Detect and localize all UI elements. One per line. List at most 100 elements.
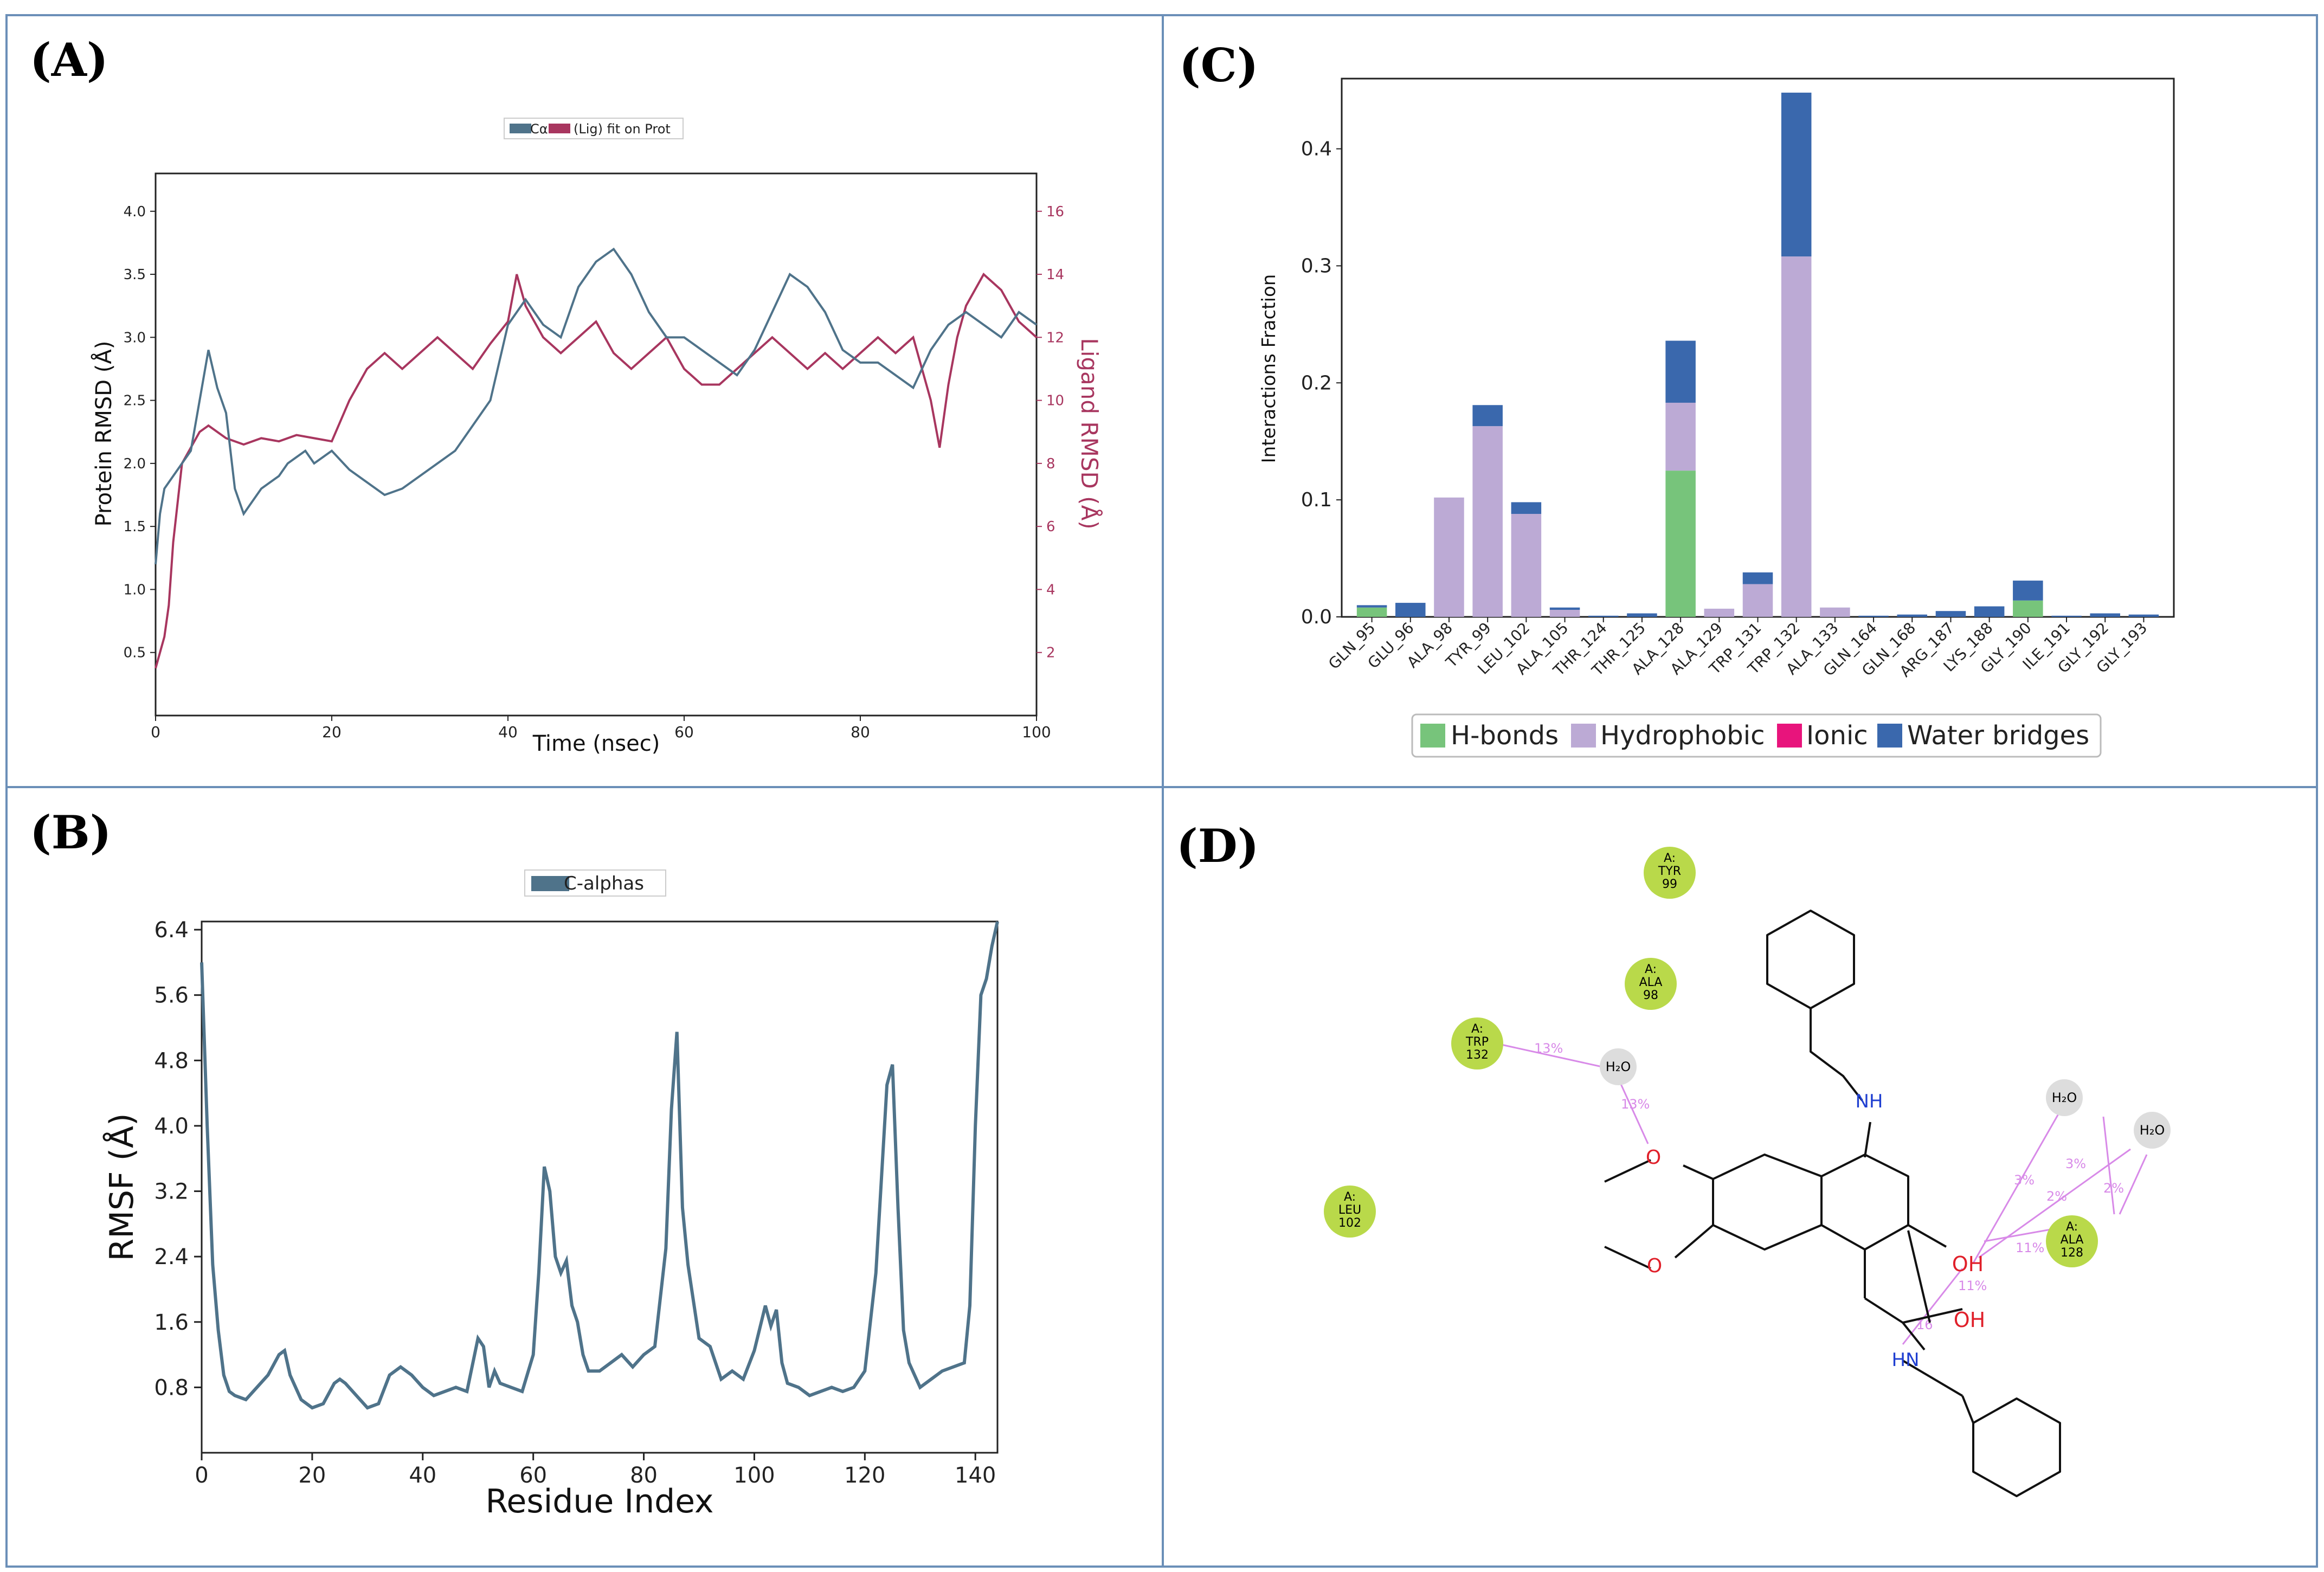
svg-text:TRP: TRP [1465, 1035, 1489, 1049]
chart-b-legend: C-alphas [524, 869, 666, 897]
a-y-tick-label: 3.0 [124, 330, 146, 346]
residue-ala128: A: ALA 128 [2046, 1215, 2098, 1267]
chart-b-y-ticks: 0.8 1.6 2.4 3.2 4.0 4.8 5.6 6.4 [154, 918, 202, 1400]
bar-trp-131-water-bridges [1742, 572, 1773, 584]
interaction-bars [1356, 92, 2159, 617]
bar-gln-95-water-bridges [1356, 605, 1387, 608]
c-y-tick-label: 0.2 [1301, 372, 1332, 394]
chart-c-y-label: Interactions Fraction [1258, 274, 1280, 463]
chart-b-y-label: RMSF (Å) [102, 1113, 141, 1261]
panel-borders [5, 14, 2318, 1568]
chart-a-y-label: Protein RMSD (Å) [91, 341, 117, 527]
residue-leu102: A: LEU 102 [1324, 1186, 1376, 1238]
bar-tyr-99-hydrophobic [1472, 426, 1503, 617]
ligand-rmsd-line [154, 272, 1038, 669]
legend-swatch-water [1877, 724, 1902, 748]
bar-ala-128-water-bridges [1665, 340, 1696, 403]
pct-water3-a: 2% [2046, 1189, 2067, 1204]
a-y-tick-label: 1.5 [124, 519, 146, 535]
a-x-tick-label: 100 [1022, 723, 1051, 741]
c-y-tick-label: 0.4 [1301, 138, 1332, 160]
chart-a-legend: Cα (Lig) fit on Prot [504, 118, 684, 139]
bar-gln-168-water-bridges [1897, 614, 1928, 617]
bar-ala-129-hydrophobic [1704, 608, 1735, 617]
a-y2-tick-label: 4 [1046, 582, 1055, 598]
chart-b-plot-area [201, 920, 999, 1454]
chart-a-y2-label: Ligand RMSD (Å) [1076, 338, 1103, 529]
a-x-tick-label: 40 [498, 723, 518, 741]
pct-oh-oh: 11% [1958, 1278, 1987, 1293]
chart-a-rmsd: 0 20 40 60 80 100 0.5 1.0 1.5 2.0 2.5 3.0 3.5 4.0 2 4… [91, 118, 1103, 756]
b-y-tick-label: 4.0 [154, 1114, 189, 1139]
bar-lys-188-water-bridges [1974, 606, 2005, 617]
svg-text:99: 99 [1662, 878, 1677, 891]
c-y-tick-label: 0.0 [1301, 606, 1332, 628]
b-y-tick-label: 6.4 [154, 918, 189, 943]
legend-label-ligand: (Lig) fit on Prot [574, 121, 671, 137]
b-x-tick-label: 40 [409, 1463, 436, 1488]
svg-text:H₂O: H₂O [1606, 1059, 1631, 1074]
protein-rmsd-series [154, 247, 1038, 565]
chart-a-y-ticks: 0.5 1.0 1.5 2.0 2.5 3.0 3.5 4.0 [124, 204, 156, 661]
svg-text:A:: A: [1664, 852, 1676, 865]
pct-water-o1: 13% [1621, 1097, 1650, 1112]
interaction-percent-labels: 13% 13% 3% 3% 2% 2% 11% 11% 16 [1534, 1041, 2124, 1332]
legend-swatch-ligand [549, 124, 570, 133]
bar-gln-95-h-bonds [1356, 607, 1387, 617]
a-y-tick-label: 1.0 [124, 582, 146, 598]
b-x-tick-label: 140 [955, 1463, 996, 1488]
bar-gly-190-water-bridges [2013, 581, 2043, 601]
atom-oh1: OH [1952, 1252, 1984, 1276]
chart-b-x-ticks: 0 20 40 60 80 100 120 140 [195, 1453, 996, 1488]
svg-text:H₂O: H₂O [2052, 1090, 2077, 1105]
chart-c-legend: H-bonds Hydrophobic Ionic Water bridges [1411, 713, 2102, 758]
panel-label-b: (B) [30, 806, 112, 859]
legend-swatch-ionic [1777, 724, 1802, 748]
legend-swatch-hydrophobic [1571, 724, 1596, 748]
a-y-tick-label: 2.0 [124, 456, 146, 472]
atom-hn-bottom: HN [1892, 1349, 1920, 1371]
water-node-2: H₂O [2046, 1079, 2083, 1116]
a-y-tick-label: 0.5 [124, 645, 146, 661]
svg-text:A:: A: [1344, 1190, 1356, 1204]
bar-gly-190-h-bonds [2013, 600, 2043, 617]
legend-label-hbonds: H-bonds [1451, 720, 1559, 751]
c-y-tick-label: 0.1 [1301, 489, 1332, 511]
rmsf-line [200, 921, 999, 1410]
b-x-tick-label: 100 [733, 1463, 775, 1488]
bar-gly-193-water-bridges [2128, 614, 2159, 617]
b-y-tick-label: 1.6 [154, 1310, 189, 1335]
a-y2-tick-label: 8 [1046, 456, 1055, 472]
chart-c-plot-area [1341, 78, 2175, 618]
bar-ala-133-hydrophobic [1820, 607, 1850, 617]
bar-gln-164-water-bridges [1858, 615, 1889, 617]
svg-text:102: 102 [1338, 1216, 1361, 1230]
svg-text:TYR: TYR [1658, 865, 1681, 878]
b-y-tick-label: 4.8 [154, 1048, 189, 1073]
legend-swatch-hbonds [1420, 724, 1445, 748]
b-y-tick-label: 3.2 [154, 1180, 189, 1204]
bar-trp-132-water-bridges [1781, 92, 1812, 257]
atom-oh2: OH [1954, 1308, 1985, 1332]
atom-o1: O [1646, 1146, 1661, 1169]
b-x-tick-label: 60 [519, 1463, 547, 1488]
pct-trp132-water: 13% [1534, 1041, 1563, 1056]
bar-leu-102-water-bridges [1511, 502, 1542, 514]
svg-text:ALA: ALA [2061, 1233, 2084, 1247]
a-x-tick-label: 20 [322, 723, 342, 741]
bar-trp-131-hydrophobic [1742, 584, 1773, 617]
chart-a-plot-area [154, 172, 1038, 717]
legend-label-hydrophobic: Hydrophobic [1600, 720, 1765, 751]
bar-ala-128-hydrophobic [1665, 402, 1696, 471]
pct-water3-b: 2% [2103, 1181, 2124, 1196]
a-y2-tick-label: 12 [1046, 330, 1064, 346]
residue-ala98: A: ALA 98 [1625, 958, 1677, 1010]
pct-water2-b: 3% [2065, 1156, 2086, 1171]
residue-tyr99: A: TYR 99 [1644, 847, 1696, 899]
chart-b-x-label: Residue Index [485, 1483, 713, 1521]
atom-nh-top: NH [1856, 1091, 1883, 1112]
atom-o2: O [1647, 1255, 1662, 1277]
svg-text:ALA: ALA [1639, 976, 1663, 989]
b-x-tick-label: 120 [844, 1463, 885, 1488]
